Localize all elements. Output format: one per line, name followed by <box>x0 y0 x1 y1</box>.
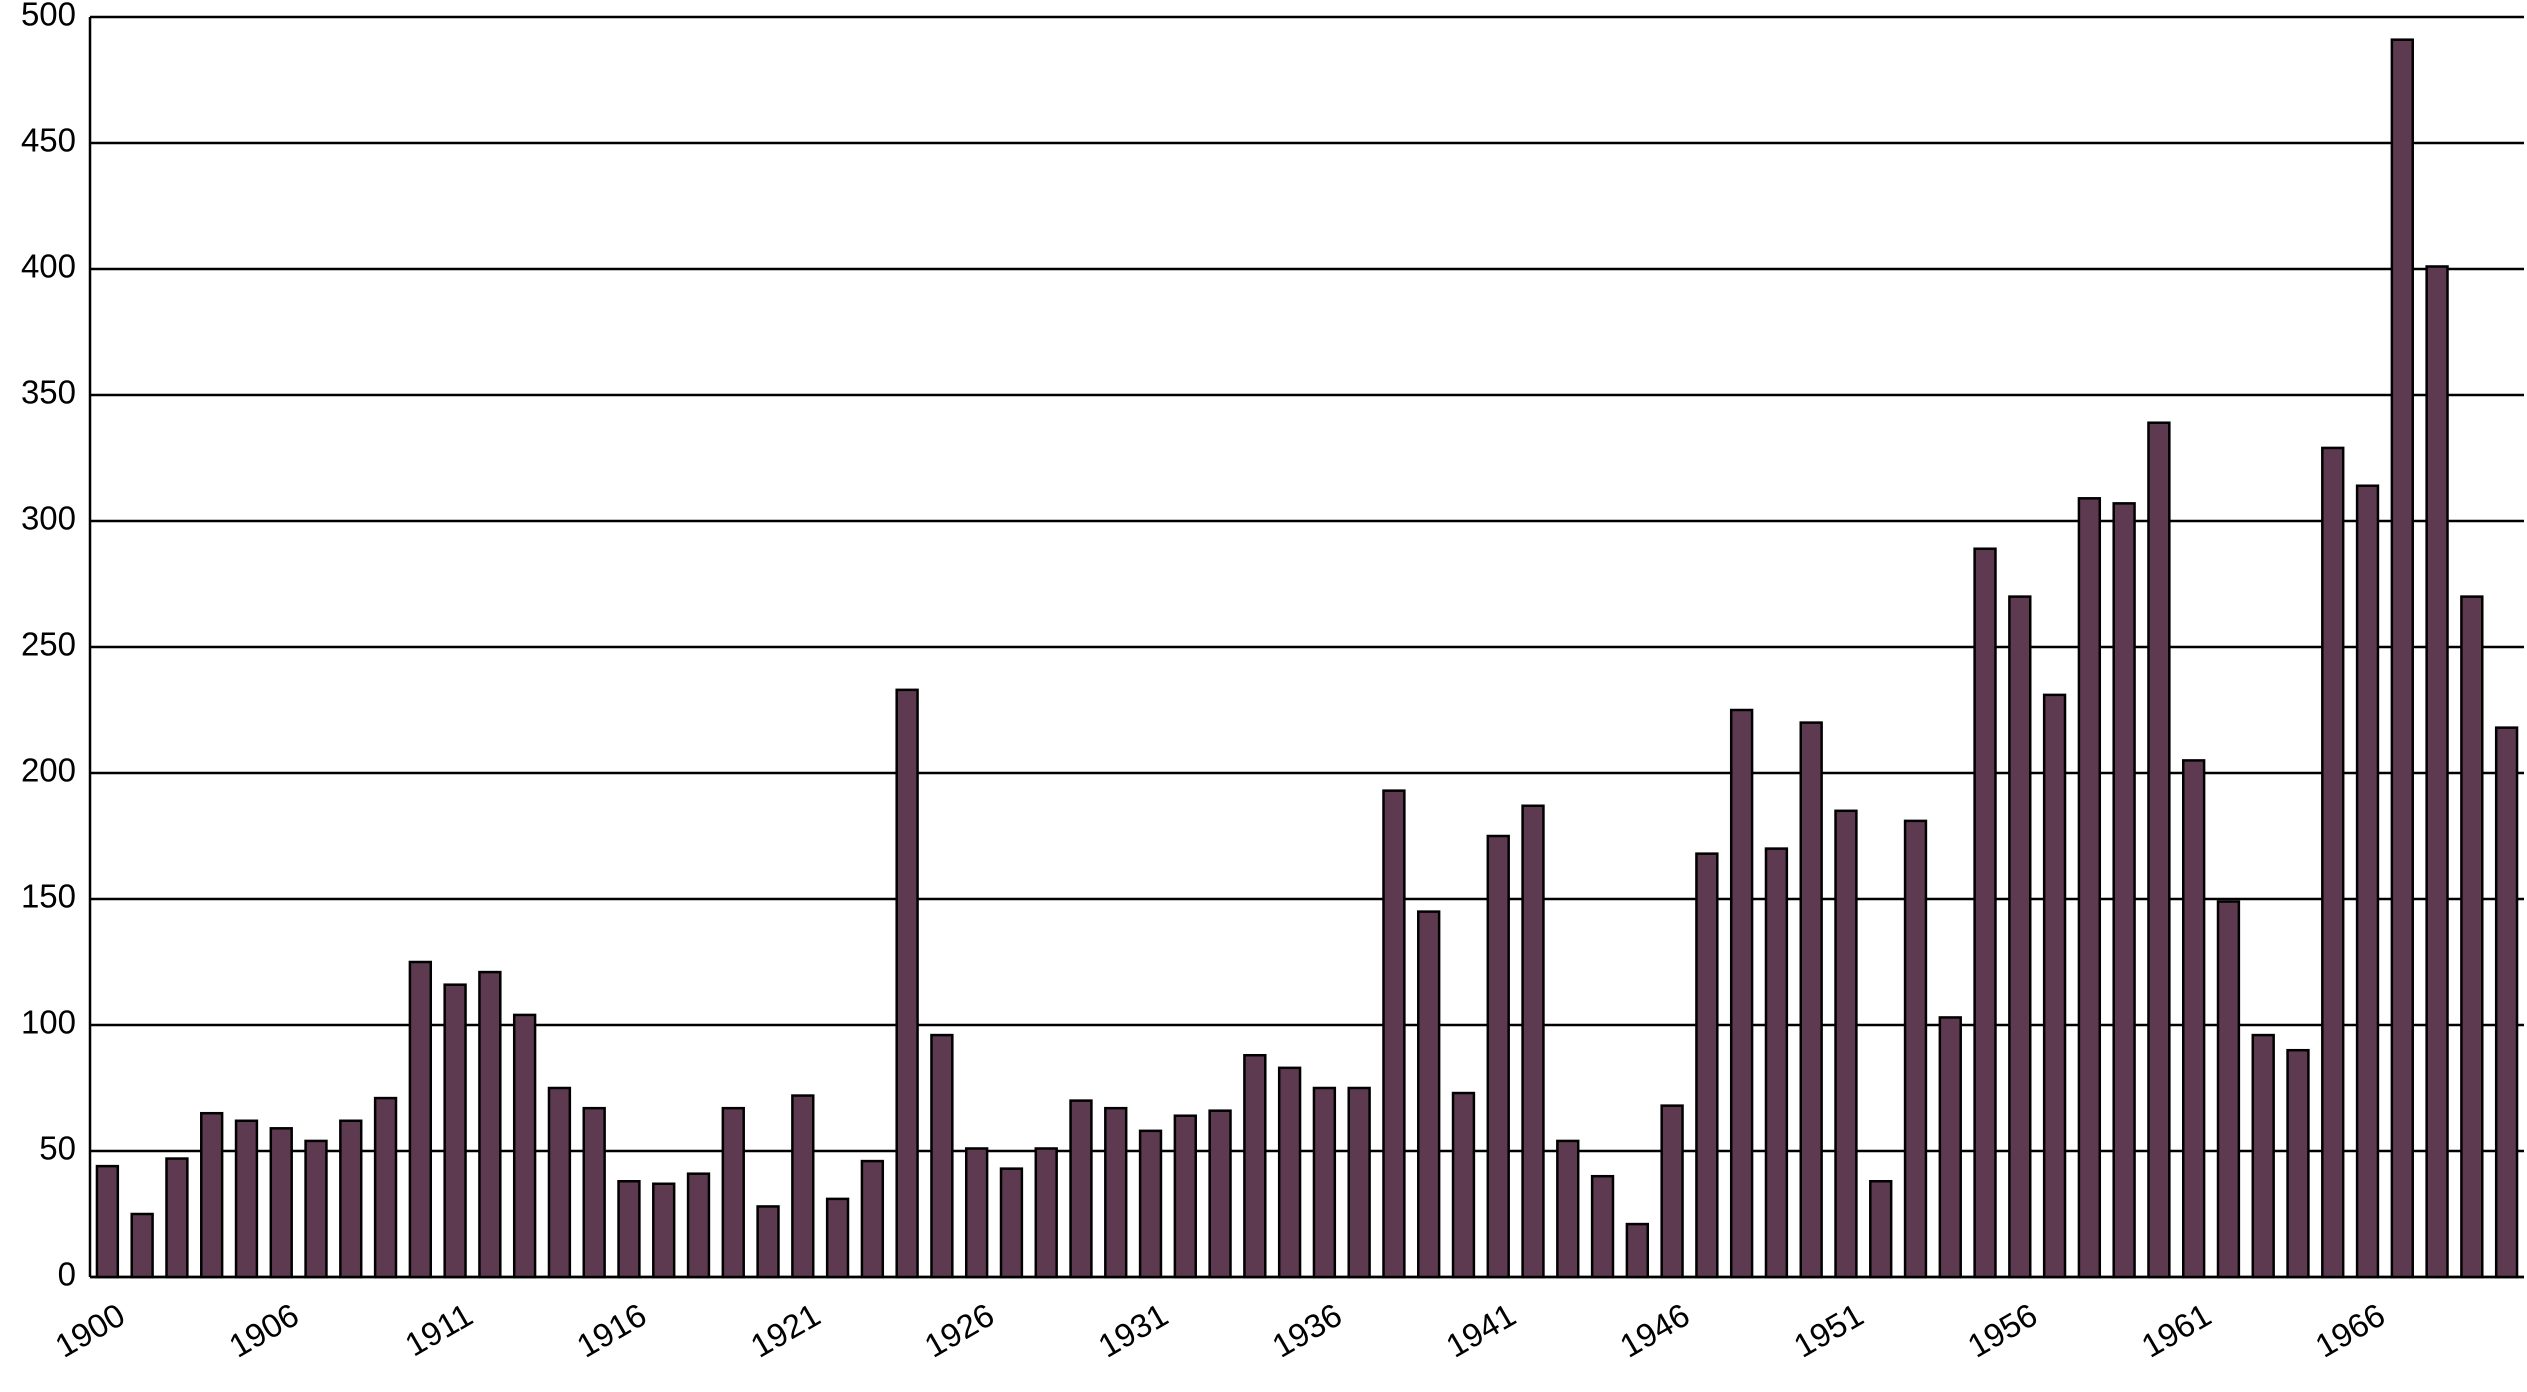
bar <box>478 970 502 1279</box>
bar <box>1486 834 1510 1279</box>
bar <box>1417 910 1441 1279</box>
bar <box>582 1106 606 1279</box>
x-tick-label: 1911 <box>399 1296 479 1364</box>
bar <box>1556 1139 1580 1279</box>
bar <box>373 1096 398 1279</box>
bar <box>1069 1099 1093 1279</box>
bar <box>721 1106 745 1279</box>
bar <box>999 1167 1024 1279</box>
bar <box>1312 1086 1337 1279</box>
bar <box>1173 1114 1197 1279</box>
bar <box>1347 1086 1371 1279</box>
bar <box>2181 759 2206 1279</box>
bar <box>512 1013 537 1279</box>
bar <box>2251 1033 2275 1279</box>
bar <box>130 1212 154 1279</box>
bar <box>964 1147 989 1279</box>
bar <box>1277 1066 1302 1279</box>
x-tick-label: 1916 <box>570 1296 652 1365</box>
bar <box>165 1157 189 1279</box>
bar <box>1243 1053 1267 1279</box>
y-tick-label: 250 <box>21 626 76 663</box>
bar <box>1104 1106 1128 1279</box>
x-tick-label: 1936 <box>1266 1296 1348 1365</box>
bar <box>2390 38 2414 1279</box>
x-tick-label: 1941 <box>1440 1296 1522 1365</box>
x-tick-label: 1956 <box>1961 1296 2043 1365</box>
bar <box>443 983 467 1279</box>
y-tick-label: 300 <box>21 500 76 537</box>
y-tick-label: 0 <box>58 1256 76 1293</box>
bar <box>1799 721 1823 1279</box>
bar <box>756 1205 780 1279</box>
bar <box>1903 819 1928 1279</box>
bar <box>1590 1174 1615 1279</box>
bar <box>1521 804 1545 1279</box>
y-tick-label: 100 <box>21 1004 76 1041</box>
y-tick-label: 350 <box>21 374 76 411</box>
bar <box>1138 1129 1163 1279</box>
x-tick-label: 1921 <box>744 1296 826 1365</box>
bar <box>95 1164 120 1279</box>
x-tick-label: 1906 <box>223 1296 305 1365</box>
bar <box>930 1033 954 1279</box>
bar <box>1208 1109 1232 1279</box>
bar <box>2460 595 2484 1279</box>
bar <box>1729 708 1754 1279</box>
x-tick-label: 1931 <box>1092 1296 1174 1365</box>
bar <box>1451 1091 1476 1279</box>
bar <box>2425 265 2449 1279</box>
x-tick-label: 1926 <box>918 1296 1000 1365</box>
bar <box>339 1119 363 1279</box>
bar <box>686 1172 711 1279</box>
bar <box>1660 1104 1684 1279</box>
bar <box>2216 900 2241 1279</box>
bar <box>234 1119 259 1279</box>
bar <box>2355 484 2380 1279</box>
x-tick-label: 1951 <box>1787 1296 1869 1365</box>
bar <box>791 1094 815 1279</box>
bar <box>1625 1222 1650 1279</box>
bar <box>269 1127 293 1279</box>
bar <box>2042 693 2067 1279</box>
bar <box>547 1086 572 1279</box>
bar <box>2112 502 2136 1279</box>
y-tick-label: 450 <box>21 122 76 159</box>
bar <box>1869 1179 1893 1279</box>
bar <box>1764 847 1789 1279</box>
y-tick-label: 150 <box>21 878 76 915</box>
bar <box>1034 1147 1058 1279</box>
bar <box>652 1182 676 1279</box>
bar <box>825 1197 850 1279</box>
bar <box>2077 497 2102 1279</box>
bar <box>2494 726 2519 1279</box>
bar <box>2321 446 2345 1279</box>
x-tick-label: 1946 <box>1614 1296 1696 1365</box>
bar <box>200 1111 224 1279</box>
y-tick-label: 500 <box>21 0 76 33</box>
y-tick-label: 50 <box>39 1130 76 1167</box>
bar <box>617 1179 641 1279</box>
x-tick-label: 1966 <box>2309 1296 2391 1365</box>
bar <box>1938 1016 1962 1279</box>
bar <box>2286 1048 2310 1279</box>
bar <box>1695 852 1719 1279</box>
x-tick-label: 1961 <box>2135 1296 2217 1365</box>
bar <box>895 688 919 1279</box>
bar <box>2147 421 2171 1279</box>
bar <box>1973 547 1997 1279</box>
x-tick-label: 1900 <box>49 1296 131 1365</box>
bar <box>1834 809 1858 1279</box>
bar <box>860 1159 885 1279</box>
bar <box>1382 789 1406 1279</box>
y-tick-label: 400 <box>21 248 76 285</box>
bar <box>304 1139 328 1279</box>
y-tick-label: 200 <box>21 752 76 789</box>
bar <box>408 960 433 1279</box>
bar <box>2008 595 2032 1279</box>
